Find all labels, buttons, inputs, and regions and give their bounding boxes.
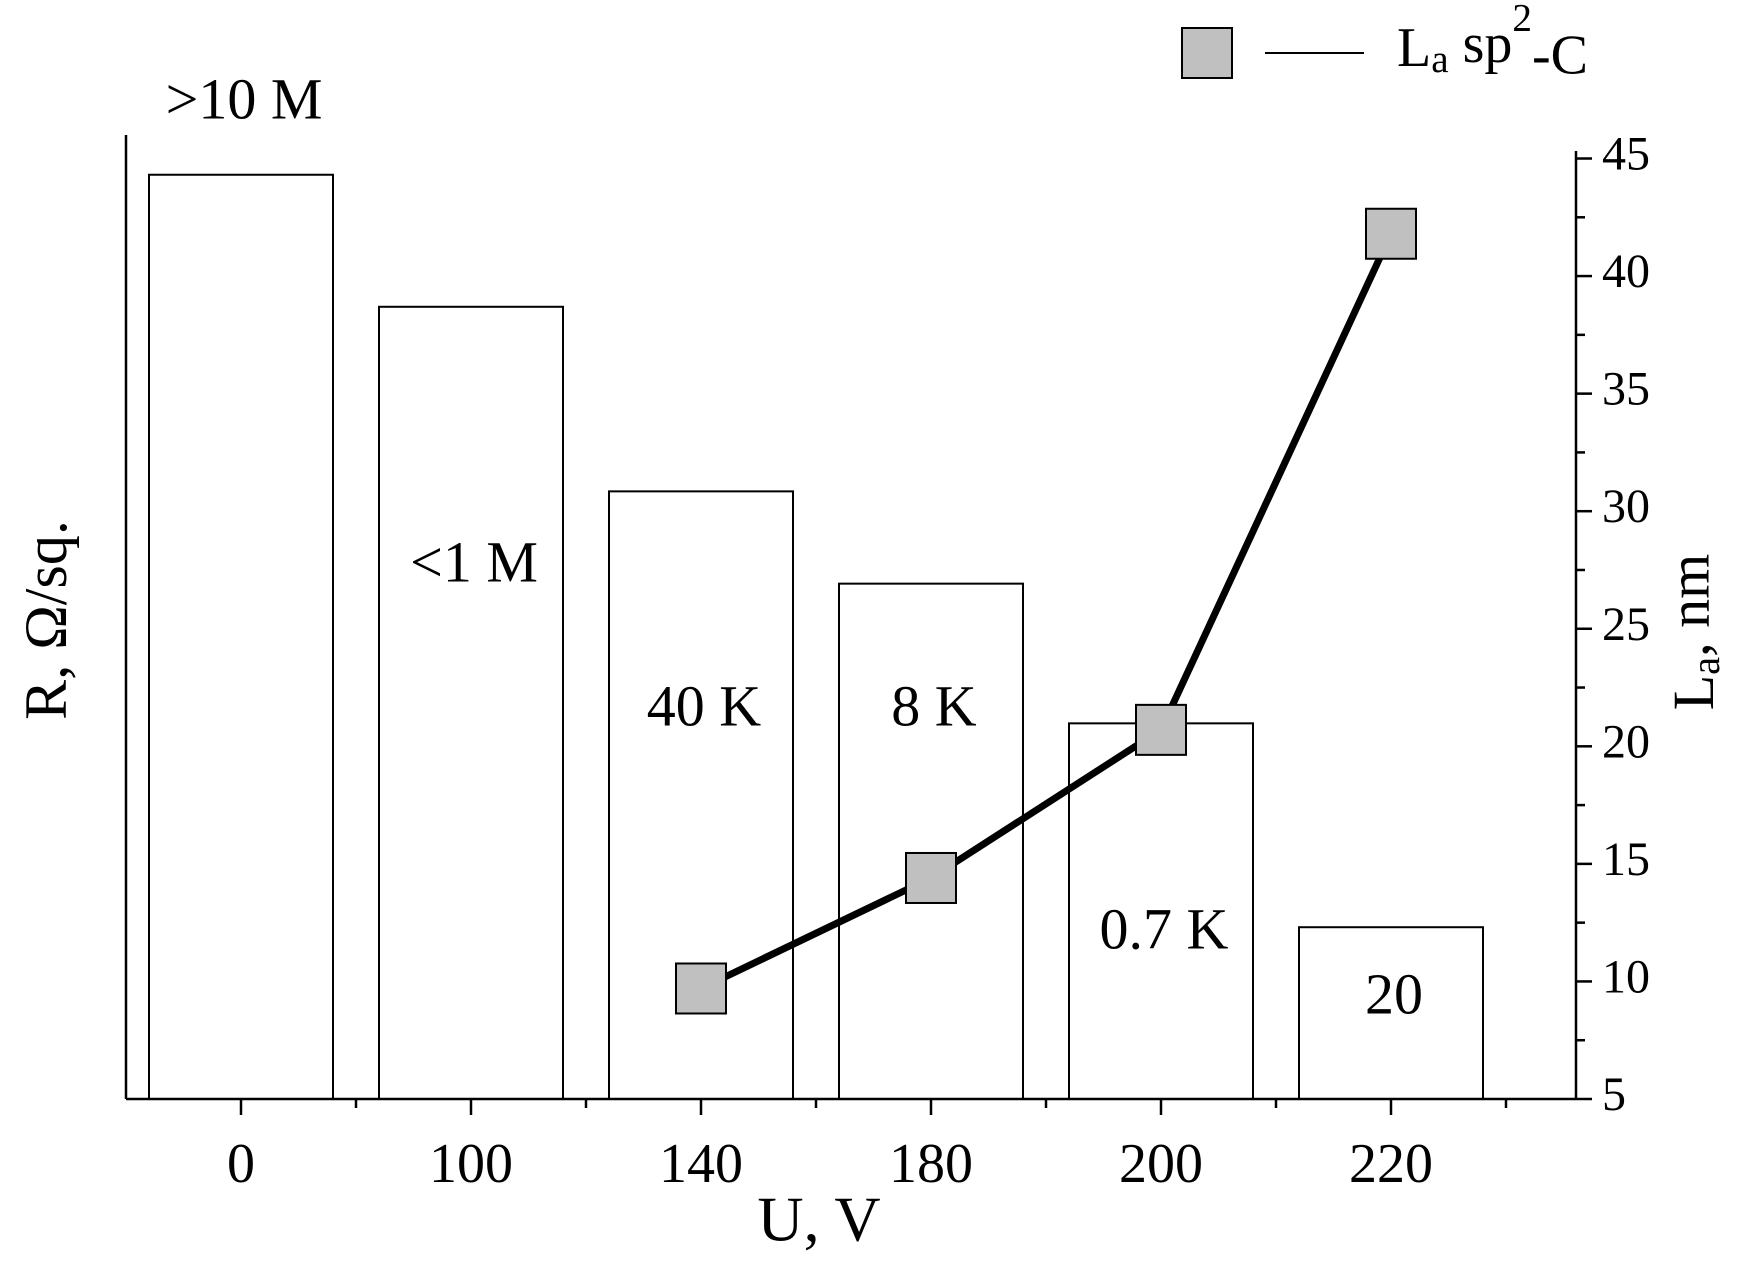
- bar-value-label: 0.7 K: [1100, 896, 1229, 961]
- x-tick-label: 140: [659, 1133, 743, 1195]
- y2-tick-label: 25: [1602, 598, 1650, 651]
- bar: [378, 305, 564, 1100]
- x-tick-label: 100: [429, 1133, 513, 1195]
- y2-tick-label: 40: [1602, 245, 1650, 298]
- bar-value-label: 8 K: [891, 673, 977, 738]
- marker: [905, 851, 957, 904]
- y2-axis-label: La, nm: [1657, 554, 1729, 711]
- bar-value-label: 40 K: [647, 673, 762, 738]
- y2-tick-label: 5: [1602, 1068, 1626, 1121]
- bar-value-label: 20: [1365, 961, 1423, 1026]
- x-tick-label: 200: [1119, 1133, 1203, 1195]
- bar: [1298, 926, 1484, 1100]
- x-tick-label: 0: [227, 1133, 255, 1195]
- legend-marker: [1181, 27, 1233, 79]
- bar: [838, 582, 1024, 1100]
- line: [699, 232, 1395, 992]
- y2-tick-label: 30: [1602, 480, 1650, 533]
- marker: [1135, 703, 1187, 756]
- x-axis-label: U, V: [757, 1184, 880, 1255]
- legend-label: La sp2-C: [1397, 0, 1588, 86]
- y2-tick-label: 15: [1602, 833, 1650, 886]
- x-tick-label: 180: [889, 1133, 973, 1195]
- x-tick-label: 220: [1349, 1133, 1433, 1195]
- marker: [675, 962, 727, 1015]
- y-axis-label: R, Ω/sq.: [13, 520, 79, 720]
- marker: [1365, 207, 1417, 260]
- bar-value-label: >10 M: [166, 66, 323, 131]
- y2-tick-label: 35: [1602, 363, 1650, 416]
- y2-tick-label: 10: [1602, 950, 1650, 1003]
- y2-tick-label: 20: [1602, 715, 1650, 768]
- bar: [1068, 722, 1254, 1100]
- bar-value-label: <1 M: [410, 529, 538, 594]
- y2-tick-label: 45: [1602, 128, 1650, 181]
- bar: [148, 173, 334, 1101]
